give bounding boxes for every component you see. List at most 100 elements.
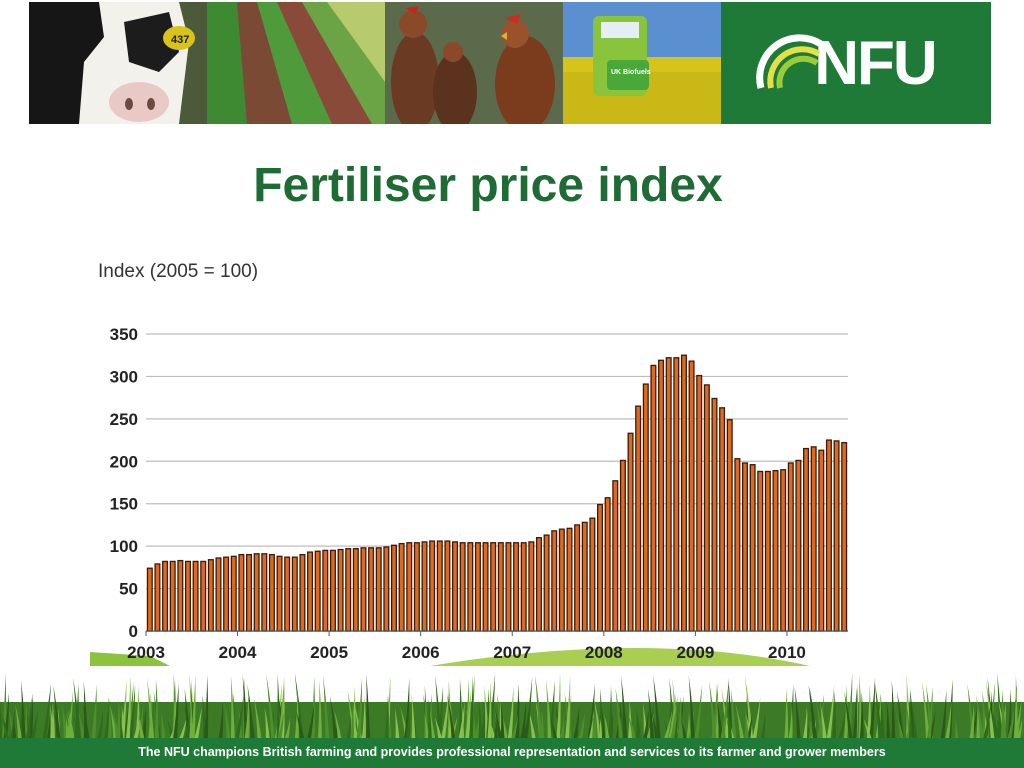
bar bbox=[757, 470, 764, 632]
bar bbox=[566, 527, 573, 632]
bar bbox=[154, 563, 161, 632]
bar bbox=[741, 462, 748, 632]
bar bbox=[787, 462, 794, 632]
bar bbox=[223, 556, 230, 632]
bar bbox=[245, 553, 253, 632]
bar bbox=[574, 524, 581, 632]
bar bbox=[230, 555, 237, 632]
bar bbox=[673, 357, 680, 632]
bar bbox=[452, 541, 459, 632]
bar bbox=[322, 549, 329, 632]
bar bbox=[589, 517, 596, 632]
bar bbox=[192, 560, 199, 632]
bar bbox=[780, 469, 787, 632]
bar bbox=[368, 547, 375, 632]
y-tick-label: 200 bbox=[110, 452, 138, 471]
bar bbox=[528, 541, 535, 632]
bar bbox=[505, 542, 512, 632]
bar bbox=[482, 542, 489, 632]
bar bbox=[276, 555, 283, 632]
biofuel-pump-photo: UK Biofuels bbox=[563, 2, 721, 124]
bar bbox=[818, 449, 825, 632]
bar bbox=[352, 548, 359, 632]
bar bbox=[719, 407, 726, 632]
bar bbox=[215, 557, 222, 632]
cow-photo: 437 bbox=[29, 2, 207, 124]
bar bbox=[558, 528, 565, 632]
x-tick-label: 2007 bbox=[493, 643, 531, 662]
bar bbox=[658, 359, 665, 632]
x-tick-label: 2003 bbox=[127, 643, 165, 662]
bar bbox=[146, 567, 153, 632]
bar bbox=[825, 439, 832, 632]
bar bbox=[467, 542, 474, 632]
bar bbox=[299, 553, 306, 632]
bar bbox=[253, 553, 260, 632]
bar bbox=[337, 548, 344, 632]
bar bbox=[345, 548, 352, 632]
header-banner: 437 bbox=[29, 2, 991, 124]
bar bbox=[696, 374, 703, 632]
cow-tag-text: 437 bbox=[171, 34, 189, 46]
bar bbox=[429, 540, 436, 632]
bar bbox=[726, 419, 733, 632]
bar bbox=[390, 544, 397, 632]
crop-field-photo bbox=[207, 2, 385, 124]
bar bbox=[619, 459, 626, 632]
y-tick-label: 150 bbox=[110, 495, 138, 514]
bar bbox=[490, 542, 497, 632]
bar bbox=[238, 553, 245, 632]
bar bbox=[596, 503, 604, 632]
bar bbox=[497, 542, 504, 632]
bar bbox=[307, 551, 314, 632]
bar bbox=[604, 497, 611, 632]
bar bbox=[711, 397, 718, 632]
bar bbox=[360, 547, 367, 632]
bar bbox=[665, 357, 672, 632]
bar bbox=[612, 480, 619, 632]
bar bbox=[810, 446, 817, 632]
bar bbox=[764, 470, 771, 632]
x-tick-label: 2009 bbox=[676, 643, 714, 662]
logo-text: NFU bbox=[814, 28, 937, 98]
bar bbox=[749, 464, 756, 632]
bar bbox=[803, 447, 810, 632]
bar bbox=[268, 553, 275, 632]
bar bbox=[627, 432, 634, 632]
bar bbox=[284, 556, 291, 632]
x-tick-label: 2010 bbox=[768, 643, 806, 662]
bar bbox=[406, 542, 413, 632]
bar bbox=[413, 542, 420, 632]
bar bbox=[474, 542, 481, 632]
bar bbox=[383, 546, 390, 632]
bar bbox=[459, 542, 466, 632]
bar bbox=[329, 549, 336, 632]
bar bbox=[184, 560, 191, 632]
bar bbox=[833, 440, 840, 632]
y-tick-label: 50 bbox=[119, 580, 138, 599]
x-tick-labels: 2003 2004 2005 2006 2007 2008 2009 2010 bbox=[127, 631, 806, 662]
x-tick-label: 2004 bbox=[219, 643, 257, 662]
bar bbox=[200, 560, 207, 632]
footer-text: The NFU champions British farming and pr… bbox=[0, 738, 1024, 768]
nfu-logo: NFU bbox=[721, 2, 991, 124]
y-tick-label: 100 bbox=[110, 537, 138, 556]
bar bbox=[444, 540, 451, 632]
bar bbox=[421, 541, 428, 632]
bar bbox=[291, 556, 298, 632]
bar bbox=[703, 384, 710, 632]
hill-decoration bbox=[90, 648, 810, 666]
bar bbox=[261, 553, 268, 632]
bar bbox=[841, 441, 848, 632]
bar bbox=[177, 559, 184, 632]
bar bbox=[680, 354, 687, 632]
bar bbox=[581, 521, 588, 632]
bar bbox=[398, 542, 405, 632]
bar bbox=[543, 534, 550, 632]
bar bbox=[513, 542, 520, 632]
x-tick-label: 2008 bbox=[585, 643, 623, 662]
bar bbox=[169, 560, 176, 632]
y-tick-label: 300 bbox=[110, 367, 138, 386]
bar bbox=[162, 560, 169, 632]
